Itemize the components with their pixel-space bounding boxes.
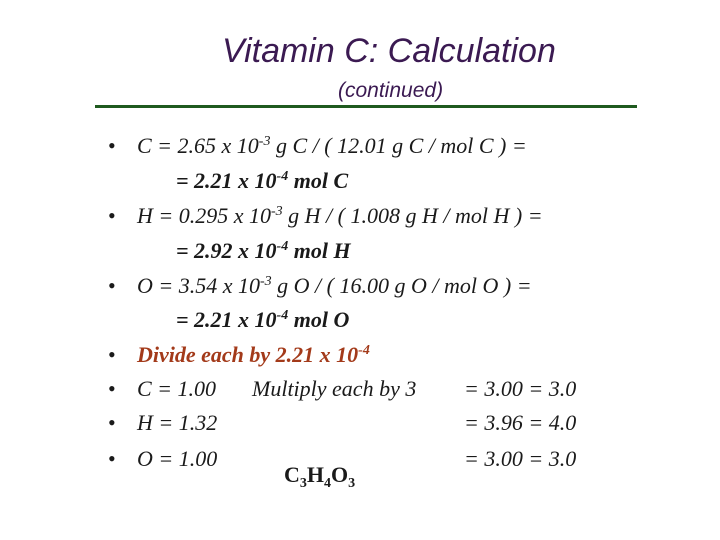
multiply-instruction: Multiply each by 3 [252, 376, 417, 401]
oxygen-calculation: O = 3.54 x 10-3 g O / ( 16.00 g O / mol … [137, 273, 532, 298]
hydrogen-result: = 2.92 x 10-4 mol H [176, 238, 351, 263]
hydrogen-final: = 3.96 = 4.0 [464, 410, 577, 435]
bullet-marker: • [108, 446, 116, 471]
bullet-marker: • [108, 133, 116, 158]
oxygen-final: = 3.00 = 3.0 [464, 446, 577, 471]
hydrogen-calculation: H = 0.295 x 10-3 g H / ( 1.008 g H / mol… [137, 203, 543, 228]
slide-subtitle: (continued) [338, 79, 444, 102]
bullet-marker: • [108, 203, 116, 228]
carbon-final: = 3.00 = 3.0 [464, 376, 577, 401]
title-divider [95, 105, 637, 108]
oxygen-result: = 2.21 x 10-4 mol O [176, 307, 350, 332]
slide-title: Vitamin C: Calculation [222, 32, 556, 70]
oxygen-ratio: O = 1.00 [137, 446, 218, 471]
divide-instruction: Divide each by 2.21 x 10-4 [137, 342, 370, 367]
bullet-marker: • [108, 376, 116, 401]
empirical-formula: C3H4O3 [284, 462, 356, 491]
bullet-marker: • [108, 410, 116, 435]
carbon-calculation: C = 2.65 x 10-3 g C / ( 12.01 g C / mol … [137, 133, 527, 158]
hydrogen-ratio: H = 1.32 [137, 410, 218, 435]
carbon-result: = 2.21 x 10-4 mol C [176, 168, 349, 193]
bullet-marker: • [108, 342, 116, 367]
carbon-ratio: C = 1.00 [137, 376, 217, 401]
bullet-marker: • [108, 273, 116, 298]
